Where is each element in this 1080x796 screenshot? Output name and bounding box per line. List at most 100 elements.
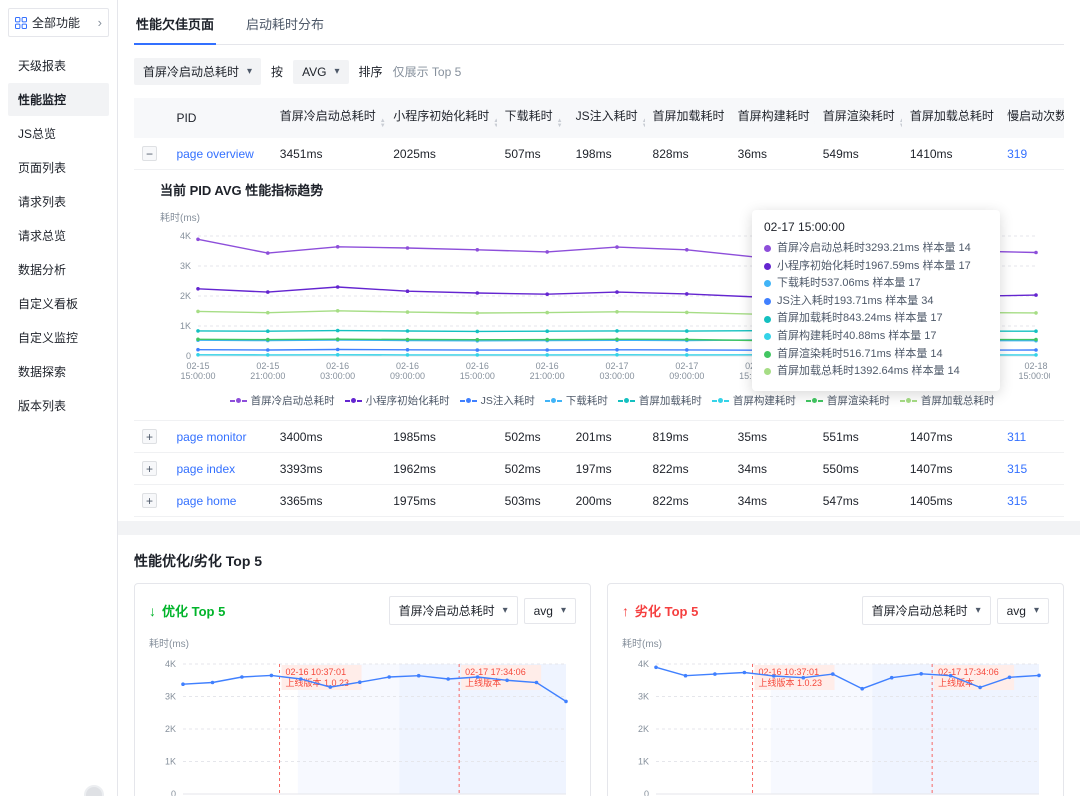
regress-agg-select[interactable]: avg ▾ xyxy=(996,597,1049,624)
sidebar-item-daily-report[interactable]: 天级报表 xyxy=(18,59,67,73)
optimize-metric-select[interactable]: 首屏冷启动总耗时 ▾ xyxy=(388,596,518,625)
svg-text:上线版本: 上线版本 xyxy=(465,677,501,688)
legend-item[interactable]: 首屏构建耗时 xyxy=(711,393,796,408)
legend-marker-icon xyxy=(805,398,823,403)
metric-cell: 1407ms xyxy=(901,452,1000,485)
y-axis-label: 耗时(ms) xyxy=(149,639,189,650)
metric-cell: 547ms xyxy=(814,484,902,517)
svg-text:0: 0 xyxy=(186,351,191,361)
metric-cell: 550ms xyxy=(814,452,902,485)
sidebar-item-version-list[interactable]: 版本列表 xyxy=(18,399,67,413)
display-top5-label: 仅展示 Top 5 xyxy=(392,65,462,79)
legend-item[interactable]: 小程序初始化耗时 xyxy=(344,393,450,408)
svg-text:02-16: 02-16 xyxy=(466,361,489,371)
optimize-panel: ↓ 优化 Top 5 首屏冷启动总耗时 ▾ avg ▾ 耗时(ms) 0 xyxy=(134,583,591,796)
legend-marker-icon xyxy=(544,398,562,403)
legend-marker-icon xyxy=(344,398,362,403)
expanded-chart-row: 当前 PID AVG 性能指标趋势 耗时(ms) 0 1K 2K 3K 4K 02-15 1… xyxy=(134,169,1064,421)
sort-icon[interactable]: ▲▼ xyxy=(493,118,497,129)
table-row: + page home 3365ms 1975ms 503ms 200ms 822ms 34m… xyxy=(134,484,1064,517)
legend-item[interactable]: 首屏加载总耗时 xyxy=(899,393,994,408)
pid-link[interactable]: page monitor xyxy=(176,429,247,444)
sidebar-item-custom-dashboard[interactable]: 自定义看板 xyxy=(18,297,79,311)
svg-text:15:00:00: 15:00:00 xyxy=(180,371,215,381)
regress-line-chart[interactable]: 01K2K3K4K02-1518:0002-1600:0002-1606:000… xyxy=(622,652,1049,796)
metric-cell: 502ms xyxy=(496,452,568,485)
sort-icon[interactable]: ▲▼ xyxy=(998,118,999,129)
svg-text:1K: 1K xyxy=(638,757,649,767)
metric-cell: 822ms xyxy=(644,484,730,517)
tab-poor-performance-pages[interactable]: 性能欠佳页面 xyxy=(134,10,217,45)
expand-row-button[interactable]: + xyxy=(142,461,157,476)
all-functions-label: 全部功能 xyxy=(32,16,81,30)
collapse-row-button[interactable]: − xyxy=(142,146,157,161)
floating-widget[interactable] xyxy=(84,785,104,796)
regress-metric-select[interactable]: 首屏冷启动总耗时 ▾ xyxy=(861,596,991,625)
svg-text:0: 0 xyxy=(171,789,176,796)
slow-start-count-link[interactable]: 315 xyxy=(1007,461,1028,476)
svg-text:02-17: 02-17 xyxy=(745,361,768,371)
sidebar-item-request-overview[interactable]: 请求总览 xyxy=(18,229,67,243)
column-header: 首屏渲染耗时 ▲ ▼ xyxy=(814,98,902,138)
metric-cell: 503ms xyxy=(496,484,568,517)
pid-link[interactable]: page overview xyxy=(176,146,254,161)
legend-item[interactable]: 下载耗时 xyxy=(544,393,608,408)
sort-icon[interactable]: ▲▼ xyxy=(642,118,645,129)
slow-start-count-link[interactable]: 311 xyxy=(1007,429,1027,444)
metric-select-value: 首屏冷启动总耗时 xyxy=(143,65,240,79)
sidebar-item-page-list[interactable]: 页面列表 xyxy=(18,161,67,175)
legend-item[interactable]: JS注入耗时 xyxy=(459,393,535,408)
column-header: 小程序初始化耗时 ▲ ▼ xyxy=(385,98,497,138)
sidebar-item-request-list[interactable]: 请求列表 xyxy=(18,195,67,209)
y-axis-label: 耗时(ms) xyxy=(160,213,200,224)
legend-marker-icon xyxy=(617,398,635,403)
svg-text:02-16: 02-16 xyxy=(536,361,559,371)
sort-icon[interactable]: ▲▼ xyxy=(814,118,815,129)
sort-icon[interactable]: ▲▼ xyxy=(898,118,902,129)
trend-chart-section: 当前 PID AVG 性能指标趋势 耗时(ms) 0 1K 2K 3K 4K 02-15 1… xyxy=(134,170,1064,420)
trend-line-chart[interactable]: 01K2K3K4K02-1515:00:0002-1521:00:0002-16… xyxy=(160,226,1054,388)
legend-item[interactable]: 首屏渲染耗时 xyxy=(805,393,890,408)
metric-select[interactable]: 首屏冷启动总耗时 ▾ xyxy=(134,58,262,85)
sidebar-item-custom-monitor[interactable]: 自定义监控 xyxy=(18,331,79,345)
svg-text:21:00:00: 21:00:00 xyxy=(809,371,844,381)
expand-row-button[interactable]: + xyxy=(142,429,157,444)
performance-table: PID首屏冷启动总耗时▲▼小程序初始化耗时▲▼下载耗时▲▼JS注入耗时▲▼首屏加… xyxy=(134,98,1064,517)
svg-text:02-17 17:34:06: 02-17 17:34:06 xyxy=(465,667,526,677)
metric-cell: 200ms xyxy=(567,484,645,517)
svg-text:1K: 1K xyxy=(165,757,176,767)
pid-link[interactable]: page index xyxy=(176,461,236,476)
slow-start-count-link[interactable]: 315 xyxy=(1007,493,1028,508)
regress-panel-header: ↑ 劣化 Top 5 首屏冷启动总耗时 ▾ avg ▾ xyxy=(622,596,1049,625)
sidebar-item-data-explore[interactable]: 数据探索 xyxy=(18,365,67,379)
column-header: PID xyxy=(168,98,272,138)
svg-text:02-15: 02-15 xyxy=(256,361,279,371)
legend-item[interactable]: 首屏冷启动总耗时 xyxy=(229,393,335,408)
by-label: 按 xyxy=(271,65,284,79)
legend-item[interactable]: 首屏加载耗时 xyxy=(617,393,702,408)
sidebar-item-data-analysis[interactable]: 数据分析 xyxy=(18,263,67,277)
optimize-line-chart[interactable]: 01K2K3K4K02-1518:0002-1600:0002-1606:000… xyxy=(149,652,576,796)
sidebar-item-performance-monitor[interactable]: 性能监控 xyxy=(8,83,109,116)
svg-text:02-17: 02-17 xyxy=(605,361,628,371)
sidebar-item-js-overview[interactable]: JS总览 xyxy=(18,127,57,141)
slow-start-count-link[interactable]: 319 xyxy=(1007,146,1028,161)
regress-metric-select-value: 首屏冷启动总耗时 xyxy=(871,604,968,618)
column-header: JS注入耗时▲▼ xyxy=(567,98,645,138)
tab-launch-time-distribution[interactable]: 启动耗时分布 xyxy=(246,17,325,32)
all-functions-button[interactable]: 全部功能 › xyxy=(8,8,109,37)
expand-row-button[interactable]: + xyxy=(142,493,157,508)
sort-icon[interactable]: ▲▼ xyxy=(556,118,563,129)
svg-text:09:00:00: 09:00:00 xyxy=(390,371,425,381)
svg-text:09:00:00: 09:00:00 xyxy=(949,371,984,381)
sort-icon[interactable]: ▲▼ xyxy=(729,118,730,129)
column-header: 下载耗时 ▲ ▼ xyxy=(496,98,568,138)
sort-icon[interactable]: ▲▼ xyxy=(379,118,386,129)
metric-cell: 507ms xyxy=(496,138,568,170)
aggregation-select[interactable]: AVG ▾ xyxy=(293,59,349,84)
pid-link[interactable]: page home xyxy=(176,493,237,508)
optimize-agg-select[interactable]: avg ▾ xyxy=(523,597,576,624)
svg-text:03:00:00: 03:00:00 xyxy=(879,371,914,381)
metric-cell: 198ms xyxy=(567,138,645,170)
